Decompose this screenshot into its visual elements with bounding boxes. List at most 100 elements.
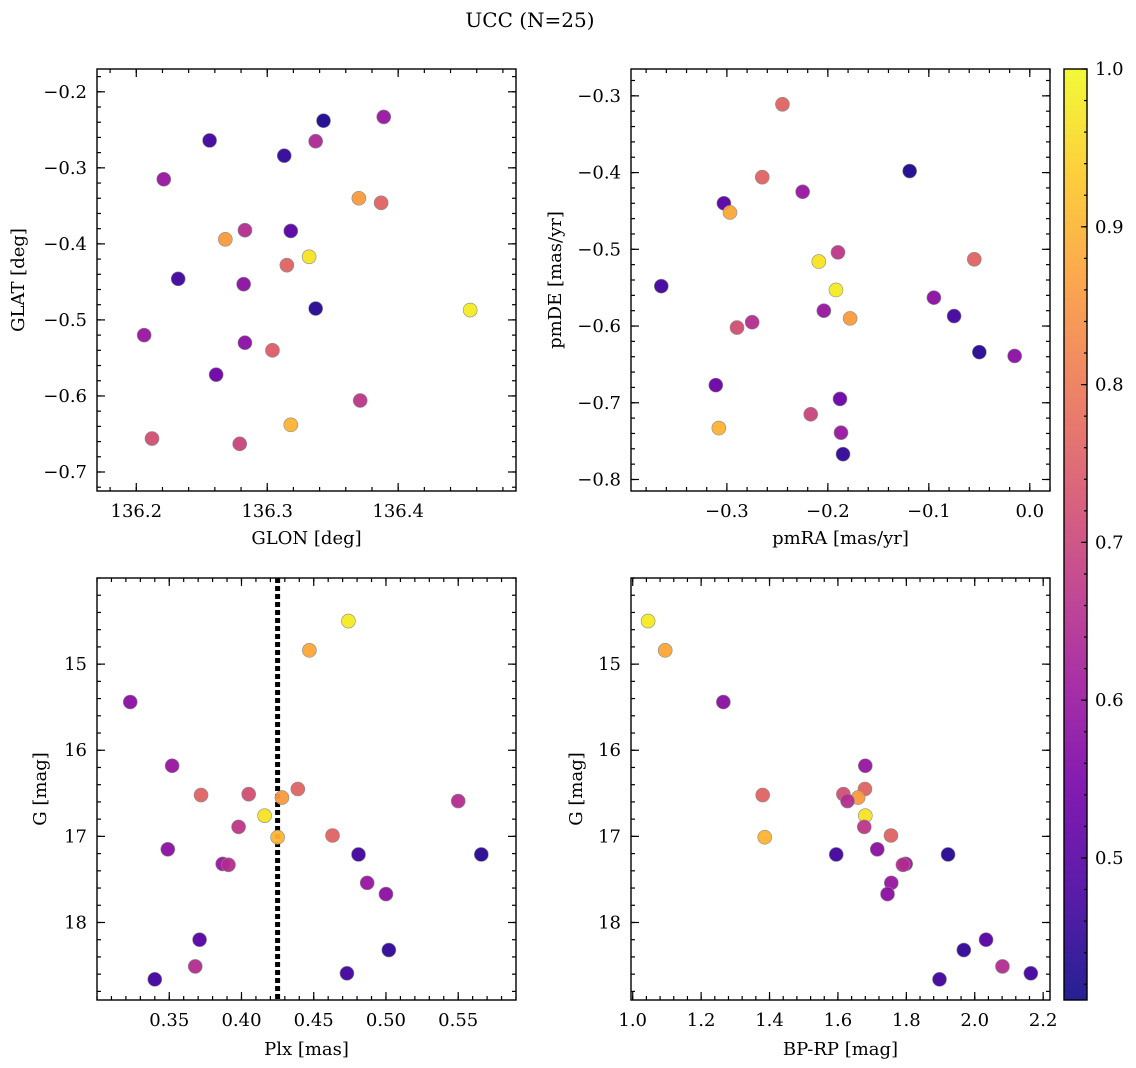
x-tick-label: 0.45 xyxy=(294,1010,334,1031)
data-point xyxy=(325,828,340,843)
data-point xyxy=(283,223,299,239)
data-point xyxy=(840,793,855,809)
y-tick-label: 16 xyxy=(64,740,87,761)
data-point xyxy=(869,841,885,857)
data-point xyxy=(966,251,982,267)
data-point xyxy=(754,169,770,185)
y-tick-label: 16 xyxy=(598,740,621,761)
data-point xyxy=(895,857,911,873)
data-point xyxy=(192,932,207,948)
y-axis-label: G [mag] xyxy=(30,752,51,825)
data-point xyxy=(972,344,987,360)
data-point xyxy=(940,847,956,862)
panel-color-magnitude: 1.0 1.2 1.4 1.6 1.8 2.0 2.2 15 16 17 18 BP-RP [mag]… xyxy=(566,577,1058,1060)
data-point xyxy=(351,847,366,862)
data-point xyxy=(883,828,899,843)
data-point xyxy=(932,972,947,987)
y-tick-label: −0.5 xyxy=(43,310,87,331)
data-point xyxy=(857,758,873,774)
data-point xyxy=(828,847,844,862)
data-point xyxy=(274,790,290,805)
x-tick-label: 0.50 xyxy=(366,1010,406,1031)
x-tick-label: 0.55 xyxy=(438,1010,478,1031)
data-point xyxy=(193,787,209,803)
y-tick-label: −0.4 xyxy=(577,163,621,184)
x-tick-label: 136.3 xyxy=(241,501,293,522)
colorbar-tick-label: 0.5 xyxy=(1095,848,1124,869)
data-point xyxy=(218,232,233,247)
data-point xyxy=(378,886,394,902)
axes-frame xyxy=(96,68,517,492)
data-point xyxy=(722,205,738,220)
data-point xyxy=(978,932,994,948)
axes-frame xyxy=(630,68,1051,492)
data-point xyxy=(462,302,478,318)
x-tick-label: −0.1 xyxy=(907,501,951,522)
y-axis-label: G [mag] xyxy=(566,752,587,825)
data-point xyxy=(711,420,727,436)
y-tick-label: 15 xyxy=(64,654,87,675)
data-point xyxy=(816,303,832,318)
x-tick-label: 0.40 xyxy=(221,1010,261,1031)
y-tick-label: 15 xyxy=(598,654,621,675)
data-point xyxy=(156,171,172,187)
data-point xyxy=(373,195,389,211)
y-tick-label: −0.3 xyxy=(577,86,621,107)
data-point xyxy=(283,417,299,433)
y-tick-label: 18 xyxy=(598,912,621,933)
colorbar-tick-label: 0.7 xyxy=(1095,532,1124,553)
y-axis-label: GLAT [deg] xyxy=(8,228,29,332)
data-point xyxy=(956,942,972,958)
x-axis-label: BP-RP [mag] xyxy=(783,1039,898,1060)
x-tick-label: 1.0 xyxy=(618,1010,647,1031)
data-point xyxy=(902,163,917,179)
data-point xyxy=(946,308,962,324)
figure-title: UCC (N=25) xyxy=(465,8,594,32)
y-tick-label: −0.7 xyxy=(43,462,87,483)
x-tick-label: 1.6 xyxy=(824,1010,853,1031)
data-point xyxy=(653,278,669,294)
axes-frame xyxy=(630,577,1051,1001)
y-tick-label: −0.8 xyxy=(577,469,621,490)
data-point xyxy=(474,847,489,862)
x-tick-label: 1.8 xyxy=(892,1010,921,1031)
data-point xyxy=(257,808,272,823)
data-point xyxy=(208,367,224,382)
colorbar-tick-label: 0.8 xyxy=(1095,375,1124,396)
data-point xyxy=(270,829,285,845)
data-point xyxy=(842,311,858,326)
data-point xyxy=(830,245,846,260)
data-point xyxy=(308,301,323,316)
data-point xyxy=(811,254,827,269)
data-point xyxy=(755,787,770,803)
data-point xyxy=(144,431,160,446)
y-tick-label: −0.7 xyxy=(577,393,621,414)
data-point xyxy=(341,613,356,629)
colorbar-tick-label: 0.6 xyxy=(1095,690,1124,711)
data-point xyxy=(833,425,849,440)
y-tick-label: −0.6 xyxy=(577,316,621,337)
x-tick-label: 2.2 xyxy=(1029,1010,1058,1031)
data-point xyxy=(316,113,331,129)
data-point xyxy=(856,819,872,835)
data-point xyxy=(716,694,731,710)
data-point xyxy=(170,271,186,287)
data-point xyxy=(640,613,656,629)
data-point xyxy=(1023,966,1039,981)
data-point xyxy=(265,343,280,358)
data-point xyxy=(160,841,176,857)
data-point xyxy=(926,290,942,305)
colorbar: 0.5 0.6 0.7 0.8 0.9 1.0 xyxy=(1063,59,1124,1001)
x-tick-label: 136.4 xyxy=(372,501,424,522)
data-point xyxy=(276,148,292,163)
y-axis-label: pmDE [mas/yr] xyxy=(545,211,566,349)
y-tick-label: −0.2 xyxy=(43,82,87,103)
data-point xyxy=(237,335,253,351)
data-point xyxy=(302,643,317,658)
x-tick-label: 1.4 xyxy=(755,1010,784,1031)
y-tick-label: −0.4 xyxy=(43,234,87,255)
data-point xyxy=(880,886,895,902)
data-point xyxy=(995,959,1010,974)
x-tick-label: −0.2 xyxy=(806,501,850,522)
data-point xyxy=(803,406,819,422)
